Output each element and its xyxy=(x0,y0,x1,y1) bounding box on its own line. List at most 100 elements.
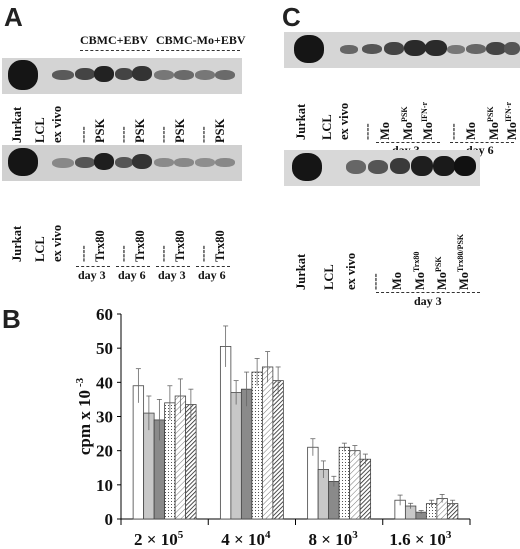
blot-c-top xyxy=(284,32,520,68)
lane-a-bot-7: ---- xyxy=(156,245,170,262)
x-tick-label: 4 × 104 xyxy=(221,529,271,549)
lane-a-top-4: PSK xyxy=(93,118,107,143)
band-c-top-6 xyxy=(404,40,426,56)
lane-c-bot-3: ---- xyxy=(368,273,382,290)
bar xyxy=(219,346,232,520)
band-c-top-jurkat xyxy=(294,35,324,63)
panel-b-letter: B xyxy=(2,304,21,334)
band-c-top-5 xyxy=(384,42,404,55)
header-cbmc-ebv-underline xyxy=(80,50,150,51)
lane-c-top-sup-10: IFN-r xyxy=(504,101,513,122)
lane-c-bot-0: Jurkat xyxy=(294,253,308,290)
band-a-top-3 xyxy=(52,70,74,80)
lane-a-bot-10: Trx80 xyxy=(213,230,227,262)
lane-c-top-5: MoPSK xyxy=(400,106,416,140)
band-c-bot-9 xyxy=(454,156,476,176)
band-a-top-5 xyxy=(94,66,114,82)
lane-c-bot-sup-6: PSK xyxy=(434,256,443,272)
lane-a-bot-5: ---- xyxy=(116,245,130,262)
lane-c-top-8: Mo xyxy=(464,121,478,140)
band-c-bot-jurkat xyxy=(292,153,322,181)
lane-c-top-4: Mo xyxy=(378,121,392,140)
band-a-top-6 xyxy=(115,68,133,80)
lane-a-bot-1: LCL xyxy=(33,236,47,262)
day-a-2-line xyxy=(116,266,150,267)
day-c-bot-line xyxy=(376,292,480,293)
band-c-top-8 xyxy=(447,45,465,54)
header-cbmc-mo-ebv: CBMC-Mo+EBV xyxy=(156,33,246,47)
lane-c-top-6: MoIFN-r xyxy=(420,101,436,140)
band-c-bot-7 xyxy=(411,156,433,176)
y-axis-label: cpm x 10-3 xyxy=(74,377,94,455)
lane-a-bot-3: ---- xyxy=(76,245,90,262)
bar xyxy=(349,450,361,520)
band-a-bot-7 xyxy=(132,154,152,169)
band-a-bot-6 xyxy=(115,157,133,168)
lane-a-top-3: ---- xyxy=(76,126,90,143)
lane-a-bot-6: Trx80 xyxy=(133,230,147,262)
y-tick-label: 10 xyxy=(96,476,113,495)
bar xyxy=(272,380,284,520)
band-c-top-9 xyxy=(466,44,486,54)
bar xyxy=(230,392,242,520)
lane-a-bot-4: Trx80 xyxy=(93,230,107,262)
band-c-bot-5 xyxy=(368,160,388,174)
y-tick-label: 50 xyxy=(96,339,113,358)
bar xyxy=(251,371,263,520)
band-c-top-11 xyxy=(504,42,520,55)
band-c-bot-6 xyxy=(390,158,410,174)
band-a-bot-9 xyxy=(174,158,194,167)
lane-c-top-sup-9: PSK xyxy=(486,106,495,122)
lane-a-top-1: LCL xyxy=(33,117,47,143)
lane-c-top-0: Jurkat xyxy=(294,103,308,140)
bar xyxy=(328,481,340,520)
band-c-top-3 xyxy=(340,45,358,54)
band-c-bot-8 xyxy=(433,156,455,176)
panel-c-letter: C xyxy=(282,2,301,32)
band-a-bot-4 xyxy=(75,157,95,168)
lane-a-top-0: Jurkat xyxy=(10,106,24,143)
y-tick-label: 60 xyxy=(96,309,113,324)
x-tick-label: 2 × 105 xyxy=(134,529,184,549)
header-cbmc-mo-ebv-underline xyxy=(156,50,240,51)
lane-a-top-5: ---- xyxy=(116,126,130,143)
lane-c-top-10: MoIFN-r xyxy=(504,101,520,140)
day-a-4-line xyxy=(196,266,230,267)
y-tick-label: 40 xyxy=(96,373,113,392)
lane-c-bot-sup-7: Trx80/PSK xyxy=(456,233,465,272)
band-c-bot-4 xyxy=(346,160,366,174)
lane-c-bot-sup-5: Trx80 xyxy=(412,251,421,272)
bar xyxy=(174,395,187,520)
band-c-top-10 xyxy=(486,42,506,55)
x-tick-label: 8 × 103 xyxy=(309,529,359,549)
day-a-2: day 6 xyxy=(118,268,146,282)
lane-a-bot-8: Trx80 xyxy=(173,230,187,262)
x-tick-label: 1.6 × 103 xyxy=(389,529,451,549)
lane-a-top-7: ---- xyxy=(156,126,170,143)
lane-c-top-3: ---- xyxy=(360,123,374,140)
y-tick-label: 20 xyxy=(96,442,113,461)
band-a-top-10 xyxy=(195,70,215,80)
lane-a-top-8: PSK xyxy=(173,118,187,143)
bar xyxy=(261,366,274,520)
lane-c-bot-5: MoTrx80 xyxy=(412,251,428,290)
band-a-bot-11 xyxy=(215,158,235,167)
band-a-bot-10 xyxy=(195,158,215,167)
blot-c-bottom xyxy=(284,150,480,186)
panel-a-letter: A xyxy=(4,2,23,32)
band-a-top-4 xyxy=(75,68,95,80)
lane-a-top-2: ex vivo xyxy=(50,105,64,143)
band-a-bot-jurkat xyxy=(8,148,38,176)
band-a-top-jurkat xyxy=(8,60,38,90)
day-a-3-line xyxy=(156,266,190,267)
bar xyxy=(164,402,176,520)
band-c-top-4 xyxy=(362,44,382,54)
band-a-bot-3 xyxy=(52,158,74,168)
band-a-top-8 xyxy=(154,70,174,80)
bar xyxy=(338,446,351,520)
lane-c-top-sup-5: PSK xyxy=(400,106,409,122)
lane-c-bot-1: LCL xyxy=(322,264,336,290)
bar xyxy=(359,458,372,520)
lane-c-top-9: MoPSK xyxy=(486,106,502,140)
band-a-bot-5 xyxy=(94,153,114,170)
